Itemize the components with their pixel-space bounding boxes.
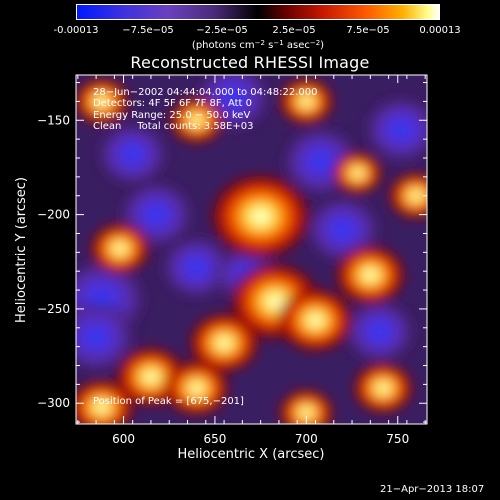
heatmap-negative-region <box>341 297 418 366</box>
x-tick-label: 750 <box>386 432 409 446</box>
y-tick-label: −150 <box>37 113 70 127</box>
plot-frame <box>75 74 428 425</box>
y-axis-title: Heliocentric Y (arcsec) <box>14 177 29 323</box>
heatmap-source <box>352 361 415 415</box>
colorbar-tick-label: 0.00013 <box>419 25 461 36</box>
time-range-annotation: 28−Jun−2002 04:44:04.000 to 04:48:22.000 <box>93 87 318 98</box>
x-axis-title: Heliocentric X (arcsec) <box>178 447 325 462</box>
heatmap-source <box>276 287 355 354</box>
x-tick-label: 650 <box>203 432 226 446</box>
heatmap-source <box>168 96 226 145</box>
heatmap-source <box>162 359 231 417</box>
heatmap-image <box>76 75 427 424</box>
y-tick-label: −200 <box>37 208 70 222</box>
heatmap-source <box>208 172 313 261</box>
y-tick-label: −250 <box>37 302 70 316</box>
energy-range-annotation: Energy Range: 25.0 − 50.0 keV <box>93 110 251 121</box>
heatmap-source <box>277 388 335 424</box>
heatmap-source <box>187 312 261 374</box>
colorbar-tick-label: −7.5e−05 <box>122 25 174 36</box>
heatmap-source <box>76 378 136 424</box>
y-tick-label: −300 <box>37 396 70 410</box>
counts-annotation: Clean Total counts: 3.58E+03 <box>93 121 254 132</box>
colorbar-tick-label: −2.5e−05 <box>196 25 248 36</box>
heatmap-source <box>334 244 407 306</box>
heatmap-negative-region <box>76 299 139 376</box>
colorbar-tick-label: -0.00013 <box>53 25 99 36</box>
colorbar-units: (photons cm−2 s−1 asec−2) <box>191 39 325 51</box>
peak-position-annotation: Position of Peak = [675,−201] <box>93 396 244 407</box>
heatmap-source <box>331 151 384 196</box>
heatmap-source <box>76 77 131 126</box>
heatmap-negative-region <box>361 93 427 166</box>
footer-date: 21−Apr−2013 18:07 <box>380 484 485 495</box>
chart-title: Reconstructed RHESSI Image <box>130 53 370 72</box>
heatmap-source <box>387 171 427 220</box>
x-tick-label: 700 <box>295 432 318 446</box>
x-tick-label: 600 <box>112 432 135 446</box>
colorbar <box>76 4 440 20</box>
axes: 600 650 700 750 −150 −200 −250 −300 <box>37 75 427 446</box>
colorbar-tick-label: 2.5e−05 <box>272 25 316 36</box>
heatmap-source <box>277 77 335 126</box>
colorbar-tick-label: 7.5e−05 <box>346 25 390 36</box>
detectors-annotation: Detectors: 4F 5F 6F 7F 8F, Att 0 <box>93 98 253 109</box>
heatmap-negative-region <box>94 120 171 189</box>
heatmap-source <box>88 222 151 275</box>
